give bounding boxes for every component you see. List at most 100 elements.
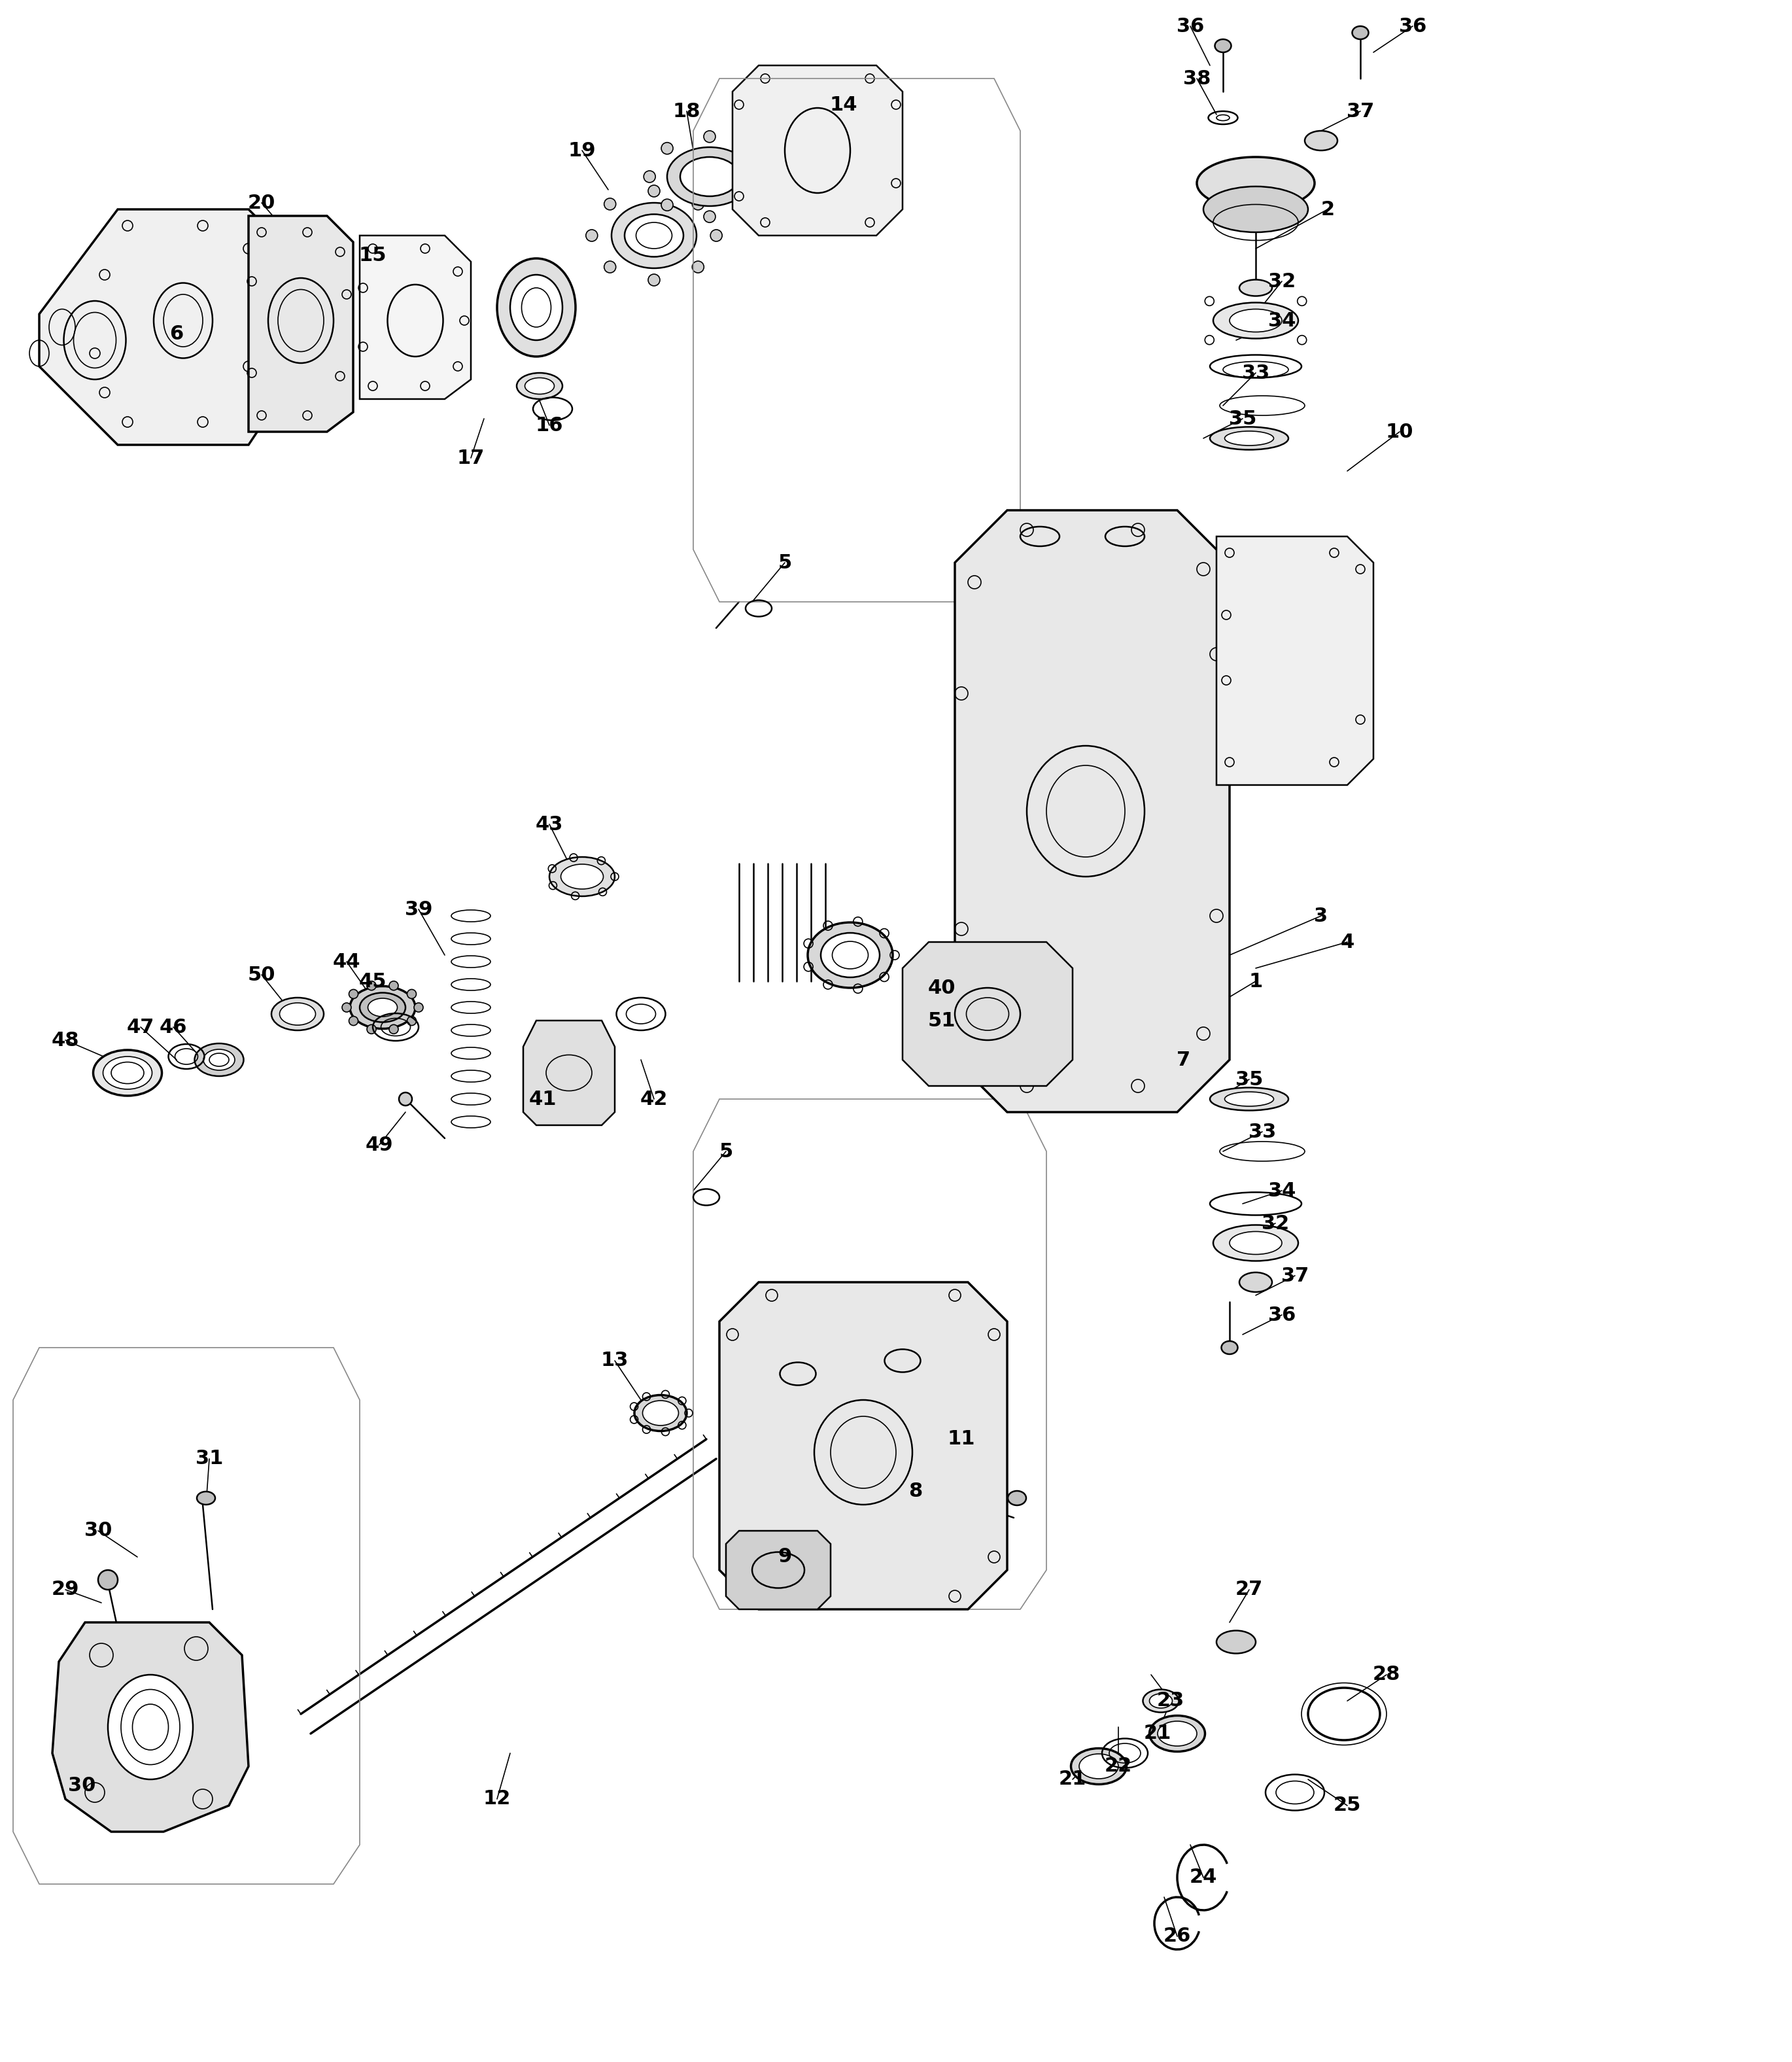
Circle shape (367, 982, 376, 990)
Text: 34: 34 (1269, 311, 1296, 330)
Circle shape (704, 210, 715, 223)
Circle shape (604, 262, 616, 272)
Ellipse shape (525, 377, 554, 394)
Text: 14: 14 (830, 95, 858, 113)
Polygon shape (726, 1530, 831, 1608)
Text: 44: 44 (333, 953, 360, 971)
Ellipse shape (1210, 1087, 1288, 1111)
Text: 51: 51 (928, 1010, 955, 1031)
Text: 37: 37 (1281, 1266, 1308, 1285)
Ellipse shape (93, 1050, 161, 1095)
Text: 39: 39 (405, 899, 432, 920)
Text: 19: 19 (568, 140, 597, 161)
Text: 30: 30 (68, 1777, 95, 1796)
Text: 32: 32 (1262, 1215, 1288, 1233)
Circle shape (349, 990, 358, 998)
Text: 9: 9 (778, 1546, 792, 1567)
Polygon shape (719, 1283, 1007, 1608)
Ellipse shape (197, 1491, 215, 1505)
Text: 36: 36 (1269, 1305, 1296, 1324)
Ellipse shape (516, 373, 563, 400)
Text: 18: 18 (672, 101, 701, 122)
Polygon shape (39, 210, 274, 445)
Ellipse shape (1072, 1749, 1127, 1784)
Text: 47: 47 (127, 1017, 154, 1037)
Ellipse shape (1158, 1722, 1197, 1747)
Circle shape (649, 186, 659, 196)
Circle shape (586, 229, 599, 241)
Text: 7: 7 (1177, 1050, 1190, 1070)
Ellipse shape (1229, 309, 1281, 332)
Ellipse shape (1007, 1491, 1027, 1505)
Text: 32: 32 (1269, 272, 1296, 291)
Polygon shape (1217, 536, 1373, 786)
Text: 28: 28 (1373, 1666, 1400, 1685)
Text: 45: 45 (358, 971, 387, 990)
Ellipse shape (360, 992, 405, 1023)
Text: 12: 12 (484, 1790, 511, 1808)
Ellipse shape (634, 1396, 686, 1431)
Text: 34: 34 (1269, 1182, 1296, 1200)
Text: 13: 13 (600, 1351, 629, 1369)
Circle shape (745, 142, 758, 155)
Text: 37: 37 (1346, 101, 1374, 122)
Ellipse shape (195, 1043, 244, 1076)
Circle shape (349, 1017, 358, 1025)
Ellipse shape (1224, 1093, 1274, 1105)
Text: 35: 35 (1229, 408, 1256, 429)
Ellipse shape (1143, 1689, 1179, 1711)
Ellipse shape (367, 998, 398, 1017)
Text: 15: 15 (358, 245, 387, 264)
Ellipse shape (108, 1674, 194, 1780)
Text: 8: 8 (909, 1483, 923, 1501)
Text: 46: 46 (159, 1017, 186, 1037)
Circle shape (407, 990, 416, 998)
Text: 26: 26 (1163, 1926, 1192, 1947)
Polygon shape (52, 1623, 249, 1831)
Ellipse shape (1213, 1225, 1297, 1262)
Ellipse shape (1229, 1231, 1281, 1254)
Ellipse shape (681, 157, 738, 196)
Circle shape (710, 229, 722, 241)
Text: 35: 35 (1235, 1070, 1263, 1089)
Ellipse shape (1240, 280, 1272, 297)
Ellipse shape (1240, 1272, 1272, 1293)
Text: 36: 36 (1400, 16, 1426, 35)
Circle shape (643, 171, 656, 184)
Text: 4: 4 (1340, 932, 1355, 951)
Ellipse shape (1210, 427, 1288, 450)
Ellipse shape (496, 258, 575, 357)
Circle shape (389, 982, 398, 990)
Text: 33: 33 (1249, 1122, 1276, 1140)
Circle shape (692, 262, 704, 272)
Text: 11: 11 (948, 1429, 975, 1450)
Text: 5: 5 (778, 553, 792, 571)
Ellipse shape (1204, 186, 1308, 233)
Text: 38: 38 (1183, 68, 1211, 89)
Text: 49: 49 (366, 1136, 392, 1155)
Ellipse shape (611, 202, 697, 268)
Text: 48: 48 (52, 1031, 79, 1050)
Ellipse shape (271, 998, 324, 1031)
Circle shape (367, 1025, 376, 1033)
Ellipse shape (1197, 157, 1315, 210)
Ellipse shape (280, 1002, 315, 1025)
Ellipse shape (1224, 431, 1274, 445)
Circle shape (704, 130, 715, 142)
Ellipse shape (1213, 303, 1297, 338)
Polygon shape (523, 1021, 615, 1126)
Ellipse shape (349, 986, 416, 1029)
Circle shape (661, 142, 674, 155)
Text: 20: 20 (247, 194, 276, 212)
Text: 33: 33 (1242, 363, 1269, 381)
Text: 2: 2 (1321, 200, 1335, 219)
Text: 24: 24 (1190, 1868, 1217, 1887)
Ellipse shape (643, 1400, 679, 1425)
Ellipse shape (667, 146, 753, 206)
Circle shape (342, 1002, 351, 1012)
Text: 30: 30 (84, 1522, 111, 1540)
Text: 23: 23 (1158, 1691, 1185, 1709)
Polygon shape (955, 509, 1229, 1111)
Text: 27: 27 (1235, 1579, 1263, 1600)
Ellipse shape (102, 1056, 152, 1089)
